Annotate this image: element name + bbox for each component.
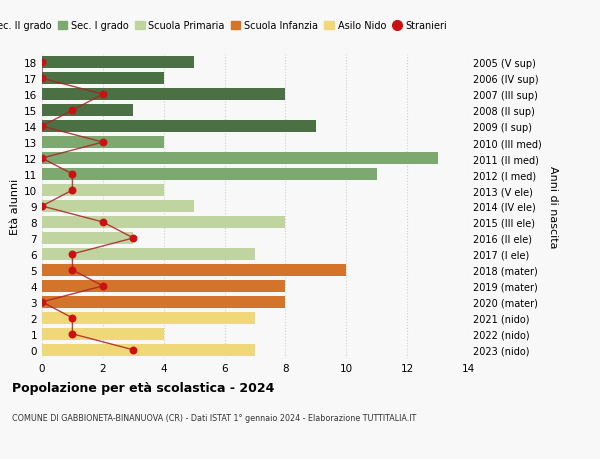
Bar bbox=[42, 344, 255, 356]
Bar bbox=[42, 73, 164, 85]
Point bbox=[68, 187, 77, 194]
Bar bbox=[42, 185, 164, 196]
Point bbox=[68, 267, 77, 274]
Point bbox=[98, 91, 107, 99]
Point bbox=[98, 283, 107, 290]
Text: Popolazione per età scolastica - 2024: Popolazione per età scolastica - 2024 bbox=[12, 381, 274, 394]
Y-axis label: Età alunni: Età alunni bbox=[10, 179, 20, 235]
Bar bbox=[42, 313, 255, 324]
Bar bbox=[42, 121, 316, 133]
Bar bbox=[42, 297, 286, 308]
Bar bbox=[42, 89, 286, 101]
Bar bbox=[42, 169, 377, 180]
Point bbox=[37, 59, 47, 67]
Point bbox=[68, 171, 77, 179]
Bar bbox=[42, 217, 286, 228]
Bar bbox=[42, 201, 194, 213]
Point bbox=[37, 155, 47, 162]
Point bbox=[37, 203, 47, 210]
Point bbox=[98, 219, 107, 226]
Bar bbox=[42, 137, 164, 149]
Bar bbox=[42, 153, 437, 164]
Point bbox=[37, 298, 47, 306]
Bar bbox=[42, 57, 194, 69]
Point bbox=[68, 330, 77, 338]
Point bbox=[68, 251, 77, 258]
Y-axis label: Anni di nascita: Anni di nascita bbox=[548, 165, 558, 248]
Bar bbox=[42, 105, 133, 117]
Bar bbox=[42, 328, 164, 340]
Point bbox=[68, 314, 77, 322]
Bar bbox=[42, 264, 346, 276]
Point bbox=[128, 235, 138, 242]
Legend: Sec. II grado, Sec. I grado, Scuola Primaria, Scuola Infanzia, Asilo Nido, Stran: Sec. II grado, Sec. I grado, Scuola Prim… bbox=[0, 17, 451, 35]
Point bbox=[37, 75, 47, 83]
Bar bbox=[42, 249, 255, 260]
Point bbox=[128, 347, 138, 354]
Point bbox=[68, 107, 77, 115]
Point bbox=[98, 139, 107, 146]
Point bbox=[37, 123, 47, 130]
Text: COMUNE DI GABBIONETA-BINANUOVA (CR) - Dati ISTAT 1° gennaio 2024 - Elaborazione : COMUNE DI GABBIONETA-BINANUOVA (CR) - Da… bbox=[12, 413, 416, 422]
Bar bbox=[42, 280, 286, 292]
Bar bbox=[42, 233, 133, 244]
